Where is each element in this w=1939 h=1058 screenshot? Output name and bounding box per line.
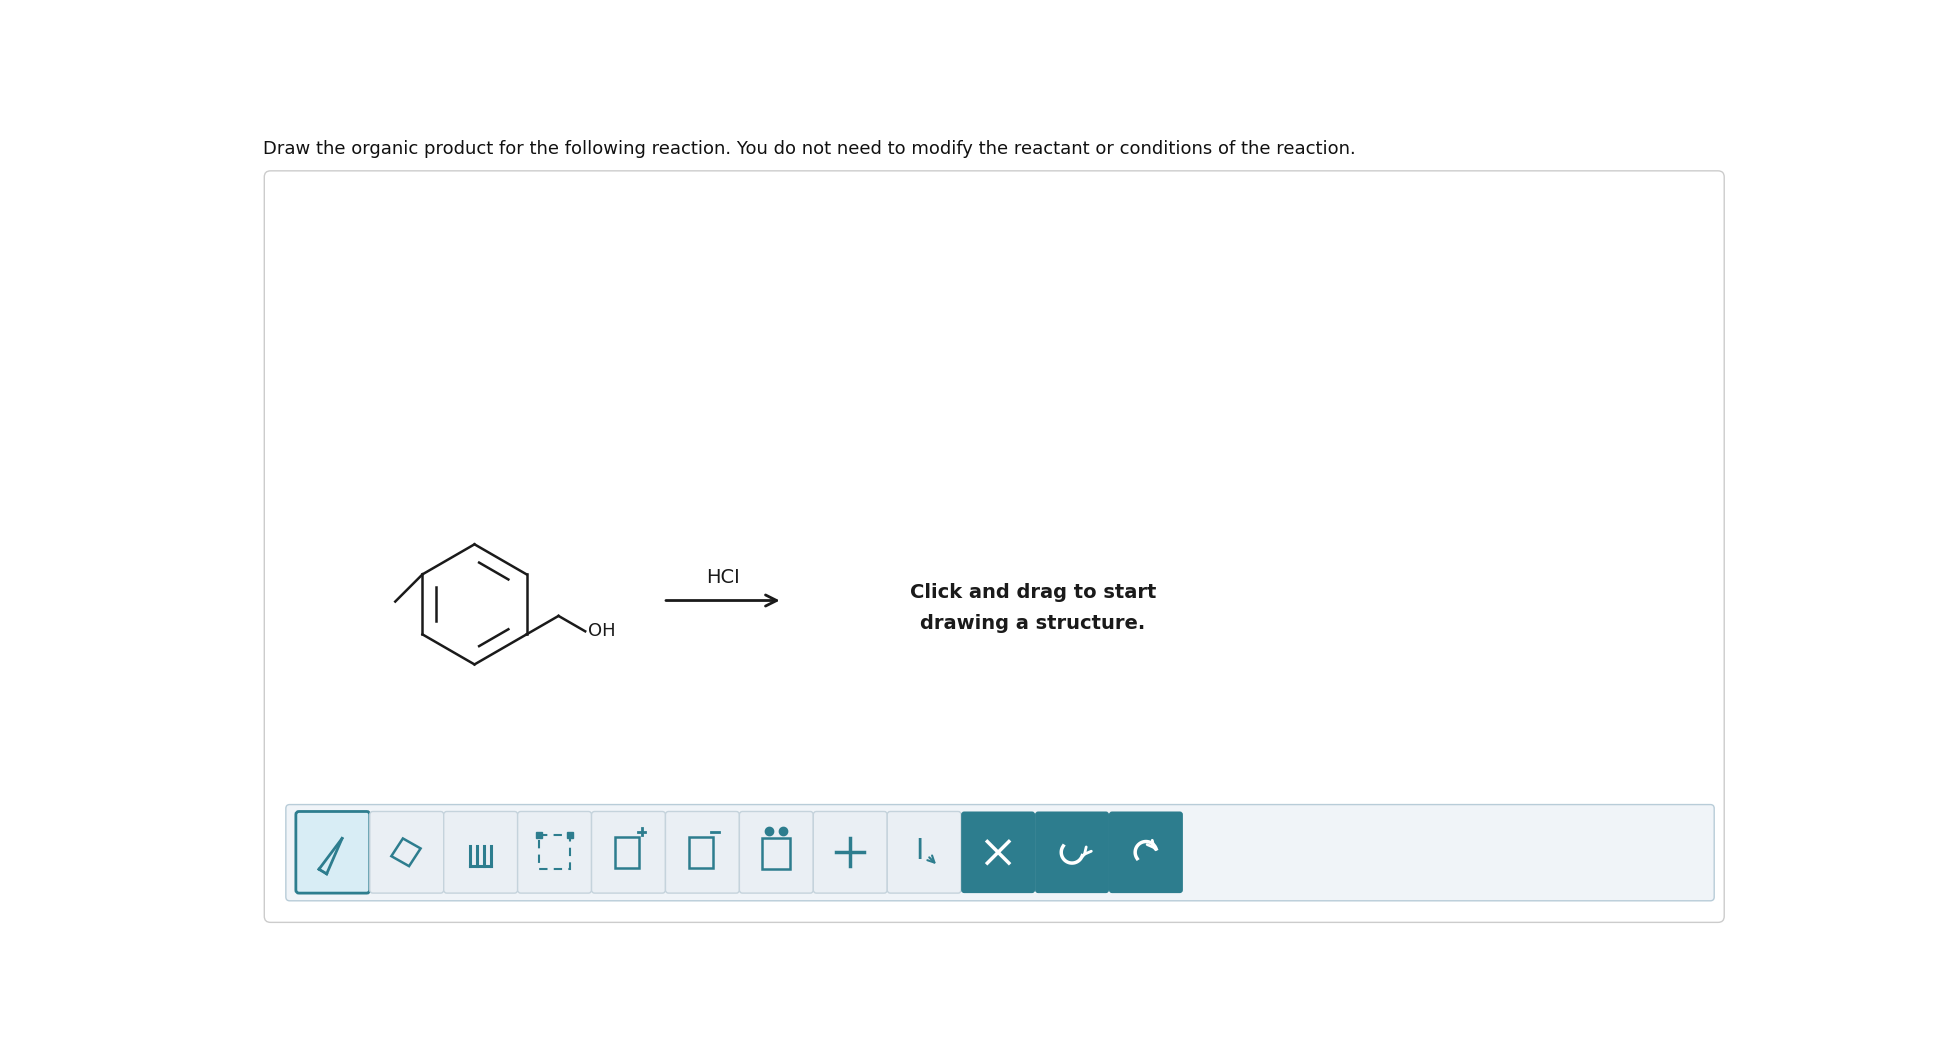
- FancyBboxPatch shape: [665, 811, 739, 893]
- Bar: [566, 833, 572, 838]
- FancyBboxPatch shape: [812, 811, 886, 893]
- Text: Click and drag to start
drawing a structure.: Click and drag to start drawing a struct…: [909, 583, 1156, 633]
- FancyBboxPatch shape: [285, 804, 1714, 900]
- FancyBboxPatch shape: [370, 811, 444, 893]
- FancyBboxPatch shape: [1035, 811, 1109, 893]
- FancyBboxPatch shape: [444, 811, 518, 893]
- Text: HCI: HCI: [706, 568, 739, 587]
- FancyBboxPatch shape: [739, 811, 812, 893]
- FancyBboxPatch shape: [960, 811, 1035, 893]
- FancyBboxPatch shape: [886, 811, 960, 893]
- Text: Draw the organic product for the following reaction. You do not need to modify t: Draw the organic product for the followi…: [262, 140, 1355, 158]
- FancyBboxPatch shape: [264, 170, 1724, 923]
- FancyBboxPatch shape: [518, 811, 591, 893]
- Bar: [535, 833, 543, 838]
- FancyBboxPatch shape: [591, 811, 665, 893]
- Text: OH: OH: [588, 622, 615, 640]
- FancyBboxPatch shape: [297, 811, 370, 893]
- Text: I: I: [915, 837, 923, 864]
- FancyBboxPatch shape: [1109, 811, 1183, 893]
